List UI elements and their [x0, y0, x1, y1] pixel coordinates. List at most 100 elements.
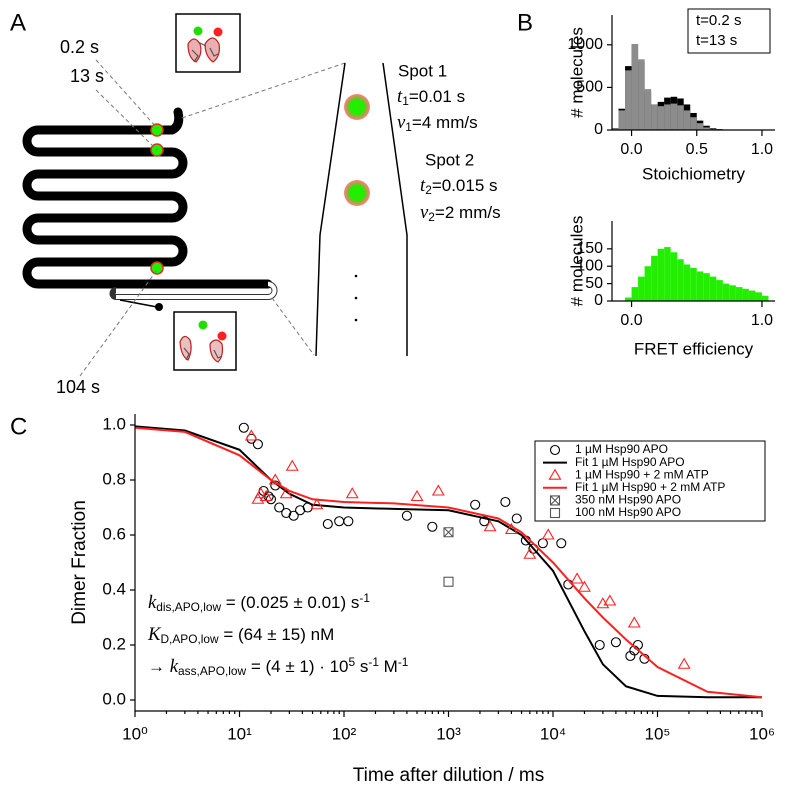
histogram-bar — [670, 103, 678, 130]
spot-name: Spot 2 — [425, 150, 474, 169]
histogram-bar — [761, 295, 769, 301]
y-axis-label: # molecules — [567, 27, 586, 118]
rich-text: KD,APO,low = (64 ± 15) nM — [147, 624, 334, 645]
data-point — [443, 527, 454, 538]
histogram-bar — [618, 110, 626, 130]
data-point — [537, 538, 548, 549]
histogram-bar — [657, 106, 665, 130]
protein-dimer — [187, 26, 223, 63]
data-point — [252, 439, 263, 450]
y-tick-label: 0 — [594, 121, 603, 138]
data-point — [310, 498, 324, 510]
y-tick-label: 500 — [576, 79, 603, 96]
histogram-bar — [677, 105, 684, 130]
data-point — [677, 657, 691, 669]
text-segment: t — [397, 86, 403, 107]
text-segment: =4 mm/s — [412, 113, 478, 132]
legend-label: t=0.2 s — [696, 12, 741, 29]
text-segment: 2 — [425, 183, 432, 197]
x-tick-label: 10⁴ — [540, 724, 566, 743]
histogram-bar — [722, 283, 730, 301]
data-point — [274, 502, 285, 513]
data-point — [549, 444, 561, 456]
x-tick-label: 10⁵ — [645, 724, 671, 743]
y-tick-label: 100 — [576, 257, 603, 274]
x-tick-label: 10³ — [436, 724, 461, 743]
guide-line — [271, 297, 315, 356]
data-point — [443, 576, 454, 587]
histogram-bar — [631, 43, 639, 130]
histogram-bar — [755, 292, 762, 301]
time-label: 13 s — [70, 66, 104, 86]
text-segment: 2 — [428, 210, 435, 224]
data-point — [549, 507, 561, 519]
histogram-bar — [709, 276, 717, 301]
histogram-bar — [703, 273, 710, 301]
rich-text: t2=0.015 s — [420, 175, 498, 196]
histogram-bar — [651, 255, 658, 301]
x-axis-label: Time after dilution / ms — [353, 765, 544, 786]
text-segment: -1 — [359, 591, 370, 605]
fit-line — [134, 426, 763, 699]
time-label: 104 s — [56, 377, 100, 397]
data-point — [570, 572, 584, 584]
text-segment: = (4 ± 1) · 10 — [246, 657, 348, 676]
panel-label: A — [10, 9, 26, 36]
histogram-bar — [716, 280, 723, 301]
y-tick-label: 0.4 — [102, 579, 126, 598]
guide-line — [95, 89, 158, 151]
focus-spot — [344, 94, 370, 120]
histogram-bar — [664, 104, 671, 130]
histogram-bar — [638, 59, 645, 130]
data-point — [541, 528, 555, 540]
data-point — [470, 499, 481, 510]
data-point — [244, 429, 258, 441]
outlet-channel-inner — [116, 282, 277, 299]
histogram-bar — [690, 117, 697, 130]
legend-label: 1 µM Hsp90 + 2 mM ATP — [575, 467, 709, 481]
y-tick-label: 0 — [594, 292, 603, 309]
data-point — [578, 580, 591, 592]
data-point — [483, 520, 497, 532]
y-axis-label: Dimer Fraction — [69, 500, 90, 625]
guide-line — [95, 59, 158, 129]
data-point — [596, 597, 610, 609]
histogram-bar — [742, 288, 749, 301]
spot-marker — [150, 123, 164, 137]
histogram-bar — [696, 271, 704, 301]
text-segment: = (0.025 ± 0.01) s — [221, 593, 359, 612]
data-point — [285, 459, 299, 471]
text-segment: K — [147, 624, 162, 645]
text-segment: -1 — [368, 655, 379, 669]
legend-label: t=13 s — [696, 32, 737, 49]
histogram-bar — [735, 287, 743, 301]
histogram-bar — [690, 267, 697, 301]
data-point — [259, 489, 273, 502]
text-segment: dis,APO,low — [156, 600, 221, 614]
chart: 0 500 1000 0.0 0.5 1.0 Stoichiometry # molecule… — [567, 8, 775, 183]
histogram-bar — [638, 276, 645, 301]
data-point — [427, 521, 438, 532]
rich-text: t1=0.01 s — [397, 86, 465, 107]
data-point — [343, 516, 354, 527]
data-point — [345, 487, 359, 499]
ellipsis-dot — [354, 274, 358, 278]
channel-diagram — [22, 13, 408, 377]
y-tick-label: 0.0 — [102, 689, 126, 708]
text-segment: =0.015 s — [432, 176, 498, 195]
histogram-bar — [644, 89, 652, 130]
legend-label: 350 nM Hsp90 APO — [575, 493, 681, 507]
data-point — [268, 473, 282, 485]
histogram-bar — [612, 128, 619, 130]
y-axis-label: # molecules — [567, 216, 586, 307]
outlet-line — [119, 299, 158, 308]
data-point — [603, 594, 617, 606]
text-segment: t — [420, 175, 426, 196]
data-point — [479, 516, 490, 527]
data-point — [431, 484, 445, 496]
spot-name: Spot 1 — [398, 61, 447, 80]
ellipsis-dot — [354, 318, 358, 322]
histogram-bar — [664, 247, 671, 301]
histogram-bar — [696, 123, 704, 130]
